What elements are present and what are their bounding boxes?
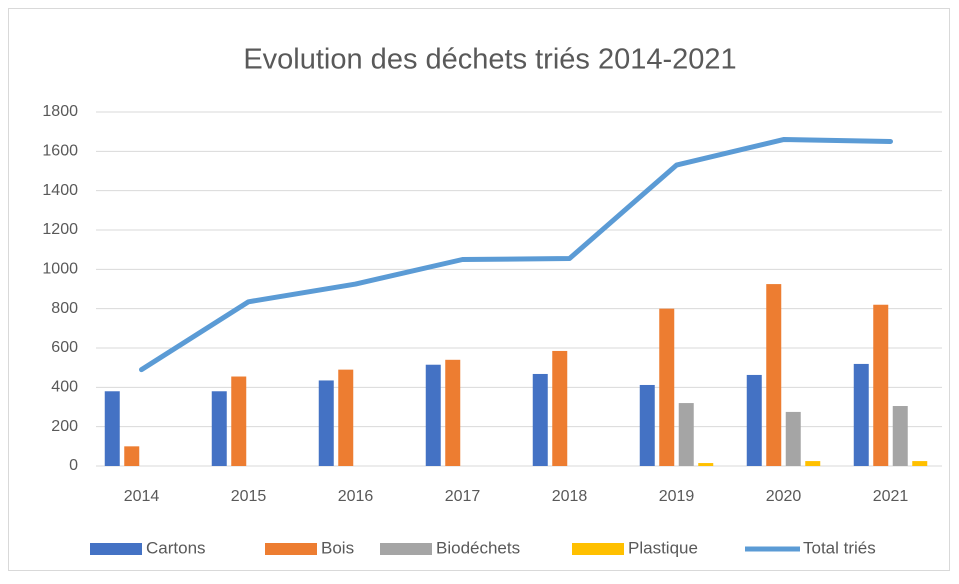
y-tick-label: 0: [69, 457, 78, 474]
bar: [318, 380, 334, 466]
y-tick-label: 400: [51, 379, 78, 396]
bar: [532, 373, 548, 466]
chart-border: [8, 8, 950, 571]
bar: [338, 369, 354, 466]
bar: [746, 374, 762, 466]
legend-swatch: [572, 543, 624, 555]
x-tick-label: 2018: [552, 488, 588, 505]
legend-swatch: [265, 543, 317, 555]
legend-label: Biodéchets: [436, 538, 520, 557]
x-tick-label: 2015: [231, 488, 267, 505]
bar: [231, 376, 247, 466]
y-tick-label: 1600: [42, 143, 78, 160]
bar: [659, 308, 675, 466]
bar: [873, 304, 889, 466]
bar: [425, 364, 441, 466]
x-tick-label: 2021: [873, 488, 909, 505]
legend-swatch: [380, 543, 432, 555]
bar: [892, 406, 908, 466]
bar: [445, 359, 461, 466]
x-tick-label: 2017: [445, 488, 481, 505]
y-tick-label: 1000: [42, 261, 78, 278]
bar: [552, 350, 568, 466]
legend-swatch: [90, 543, 142, 555]
x-tick-label: 2019: [659, 488, 695, 505]
bar: [853, 363, 869, 466]
bar: [785, 411, 801, 466]
y-tick-label: 1200: [42, 221, 78, 238]
y-tick-label: 200: [51, 418, 78, 435]
y-tick-label: 1800: [42, 103, 78, 120]
y-tick-label: 600: [51, 339, 78, 356]
x-tick-label: 2014: [124, 488, 160, 505]
legend-label: Cartons: [146, 538, 206, 557]
line: [139, 137, 893, 373]
x-tick-label: 2020: [766, 488, 802, 505]
chart-title: Evolution des déchets triés 2014-2021: [243, 44, 736, 76]
legend-label: Plastique: [628, 538, 698, 557]
bar: [805, 461, 821, 466]
bar: [912, 461, 928, 466]
y-tick-label: 1400: [42, 182, 78, 199]
bar: [104, 391, 120, 466]
bar: [211, 391, 227, 466]
bar: [766, 284, 782, 466]
bar: [678, 403, 694, 466]
bar: [698, 463, 714, 466]
y-tick-label: 800: [51, 300, 78, 317]
x-tick-label: 2016: [338, 488, 374, 505]
legend-label: Total triés: [803, 538, 876, 557]
bar: [124, 446, 140, 466]
legend-label: Bois: [321, 538, 354, 557]
bar: [639, 384, 655, 466]
